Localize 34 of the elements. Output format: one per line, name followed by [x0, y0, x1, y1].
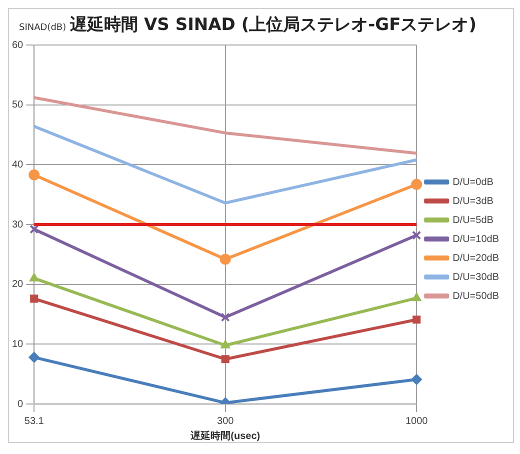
point: [30, 224, 39, 234]
legend-label: D/U=3dB: [452, 196, 494, 207]
x-axis-title: 遅延時間(usec): [190, 430, 260, 442]
legend-label: D/U=50dB: [452, 290, 500, 302]
point: [412, 316, 421, 324]
point: [411, 374, 422, 385]
y-tick-label: 10: [12, 338, 24, 350]
chart-title: 遅延時間 VS SINAD (上位局ステレオ-GFステレオ): [70, 14, 476, 36]
x-tick-label: 1000: [405, 416, 428, 427]
legend-label: D/U=5dB: [452, 214, 494, 226]
point: [220, 254, 231, 265]
y-tick-label: 40: [12, 159, 24, 170]
point: [412, 292, 422, 302]
x-tick-label: 300: [217, 416, 234, 427]
point: [28, 352, 40, 363]
point: [29, 272, 39, 282]
legend-label: D/U=0dB: [452, 176, 494, 188]
y-tick-label: 30: [12, 219, 24, 230]
point: [412, 230, 422, 240]
y-tick-label: 0: [18, 398, 24, 410]
point: [28, 169, 40, 180]
y-tick-label: 60: [12, 40, 24, 51]
point: [411, 178, 422, 190]
y-tick-label: 20: [12, 279, 24, 290]
point: [30, 294, 38, 303]
point: [220, 312, 230, 322]
legend-label: D/U=20dB: [452, 252, 500, 264]
point: [221, 355, 230, 364]
legend-label: D/U=30dB: [452, 272, 500, 283]
y-tick-label: 50: [12, 100, 24, 111]
point: [220, 340, 230, 348]
y-axis-title: SINAD(dB): [19, 23, 66, 33]
legend-label: D/U=10dB: [452, 234, 500, 245]
x-tick-label: 53.1: [24, 416, 44, 427]
